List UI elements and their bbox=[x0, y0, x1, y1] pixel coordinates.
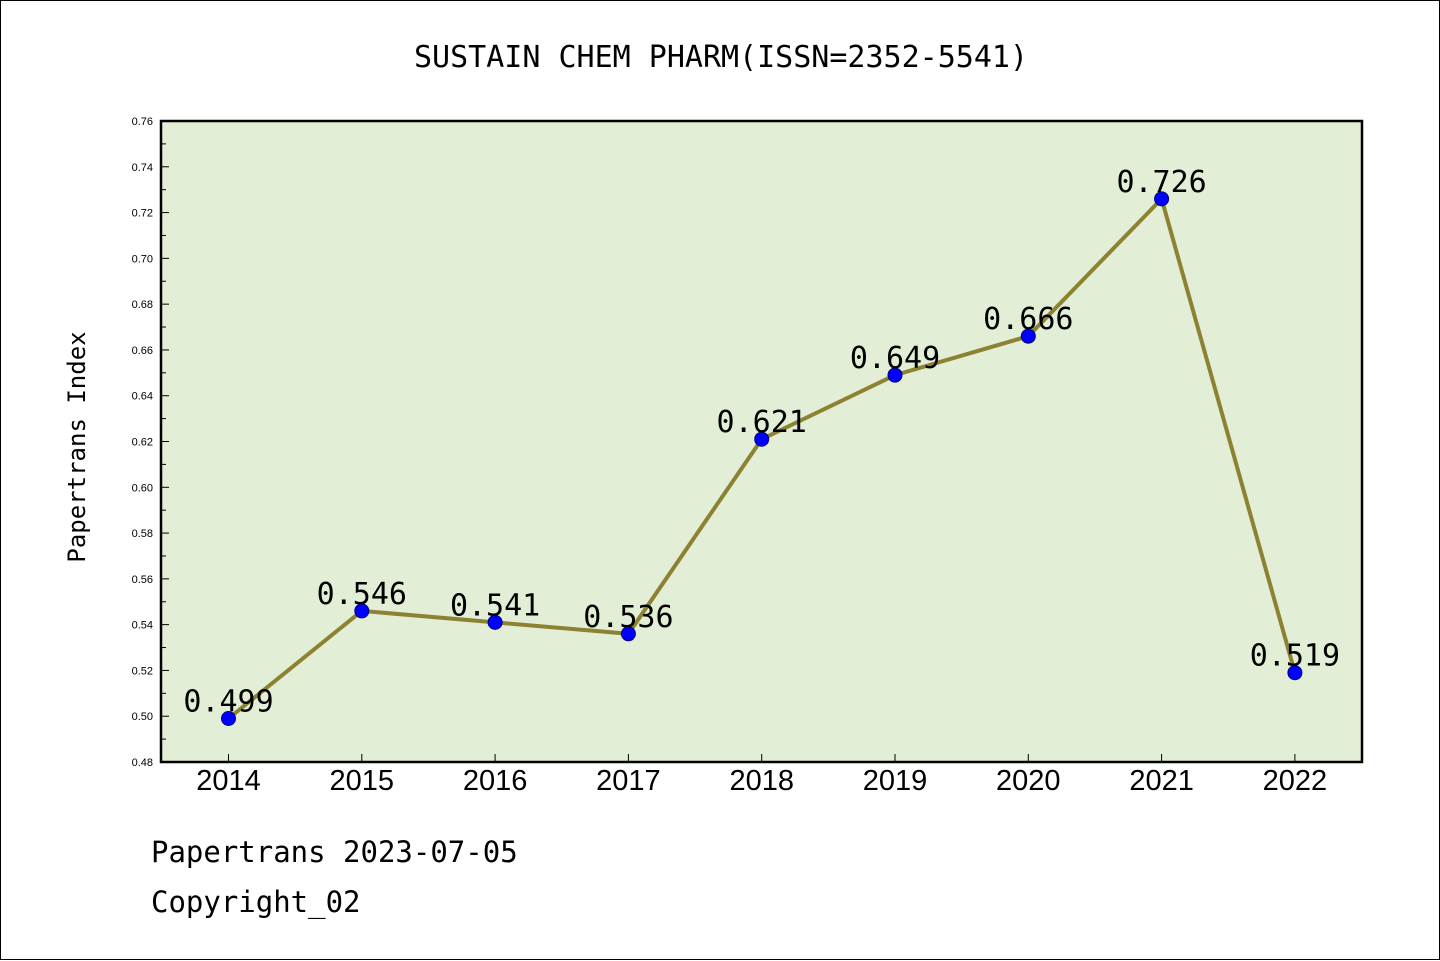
data-label: 0.541 bbox=[450, 588, 540, 623]
data-point-marker bbox=[487, 614, 503, 630]
y-tick-label: 0.62 bbox=[132, 437, 153, 449]
y-tick-label: 0.56 bbox=[132, 574, 153, 586]
y-tick-label: 0.54 bbox=[132, 620, 153, 632]
data-labels: 0.499 0.546 0.541 0.536 0.621 0.649 0.666 0.726… bbox=[183, 165, 1340, 720]
y-tick-label: 0.74 bbox=[132, 162, 153, 174]
footer-copyright: Copyright_02 bbox=[151, 885, 361, 919]
data-point-marker bbox=[1287, 665, 1303, 681]
data-label: 0.546 bbox=[317, 577, 407, 612]
y-tick-label: 0.48 bbox=[132, 757, 153, 769]
y-tick-label: 0.58 bbox=[132, 528, 153, 540]
x-tick-label: 2020 bbox=[996, 765, 1061, 797]
data-label: 0.621 bbox=[717, 405, 807, 440]
data-point-marker bbox=[221, 711, 236, 727]
x-tick-label: 2017 bbox=[596, 765, 661, 797]
footer-date: Papertrans 2023-07-05 bbox=[151, 835, 518, 869]
data-label: 0.519 bbox=[1250, 639, 1340, 674]
data-label: 0.666 bbox=[983, 302, 1073, 337]
x-tick-label: 2016 bbox=[463, 765, 528, 797]
data-point-marker bbox=[887, 367, 903, 383]
series-markers bbox=[221, 191, 1303, 727]
data-label: 0.536 bbox=[583, 600, 673, 635]
data-point-marker bbox=[1020, 328, 1036, 344]
y-tick-label: 0.68 bbox=[132, 299, 153, 311]
x-tick-label: 2015 bbox=[330, 765, 395, 797]
y-tick-label: 0.60 bbox=[132, 482, 153, 494]
x-tick-label: 2018 bbox=[729, 765, 794, 797]
data-label: 0.499 bbox=[183, 685, 273, 720]
y-axis-label: Papertrans Index bbox=[63, 331, 91, 562]
chart-title: SUSTAIN CHEM PHARM(ISSN=2352-5541) bbox=[414, 40, 1028, 75]
x-tick-label: 2014 bbox=[196, 765, 261, 797]
x-tick-label: 2022 bbox=[1263, 765, 1328, 797]
y-tick-label: 0.66 bbox=[132, 345, 153, 357]
y-tick-label: 0.70 bbox=[132, 253, 153, 265]
y-tick-label: 0.76 bbox=[132, 116, 153, 128]
y-tick-label: 0.72 bbox=[132, 208, 153, 220]
data-point-marker bbox=[620, 626, 636, 642]
x-tick-label: 2021 bbox=[1129, 765, 1194, 797]
y-tick-label: 0.50 bbox=[132, 711, 153, 723]
y-tick-label: 0.52 bbox=[132, 665, 153, 677]
axis-ticks: 0.48 0.50 0.52 0.54 0.56 0.58 0.60 0.62 0.64 0.66… bbox=[132, 116, 1328, 797]
y-tick-label: 0.64 bbox=[132, 391, 153, 403]
data-point-marker bbox=[1154, 191, 1170, 207]
data-point-marker bbox=[754, 431, 770, 447]
data-point-marker bbox=[354, 603, 370, 619]
data-label: 0.726 bbox=[1116, 165, 1206, 200]
x-tick-label: 2019 bbox=[863, 765, 928, 797]
data-label: 0.649 bbox=[850, 341, 940, 376]
